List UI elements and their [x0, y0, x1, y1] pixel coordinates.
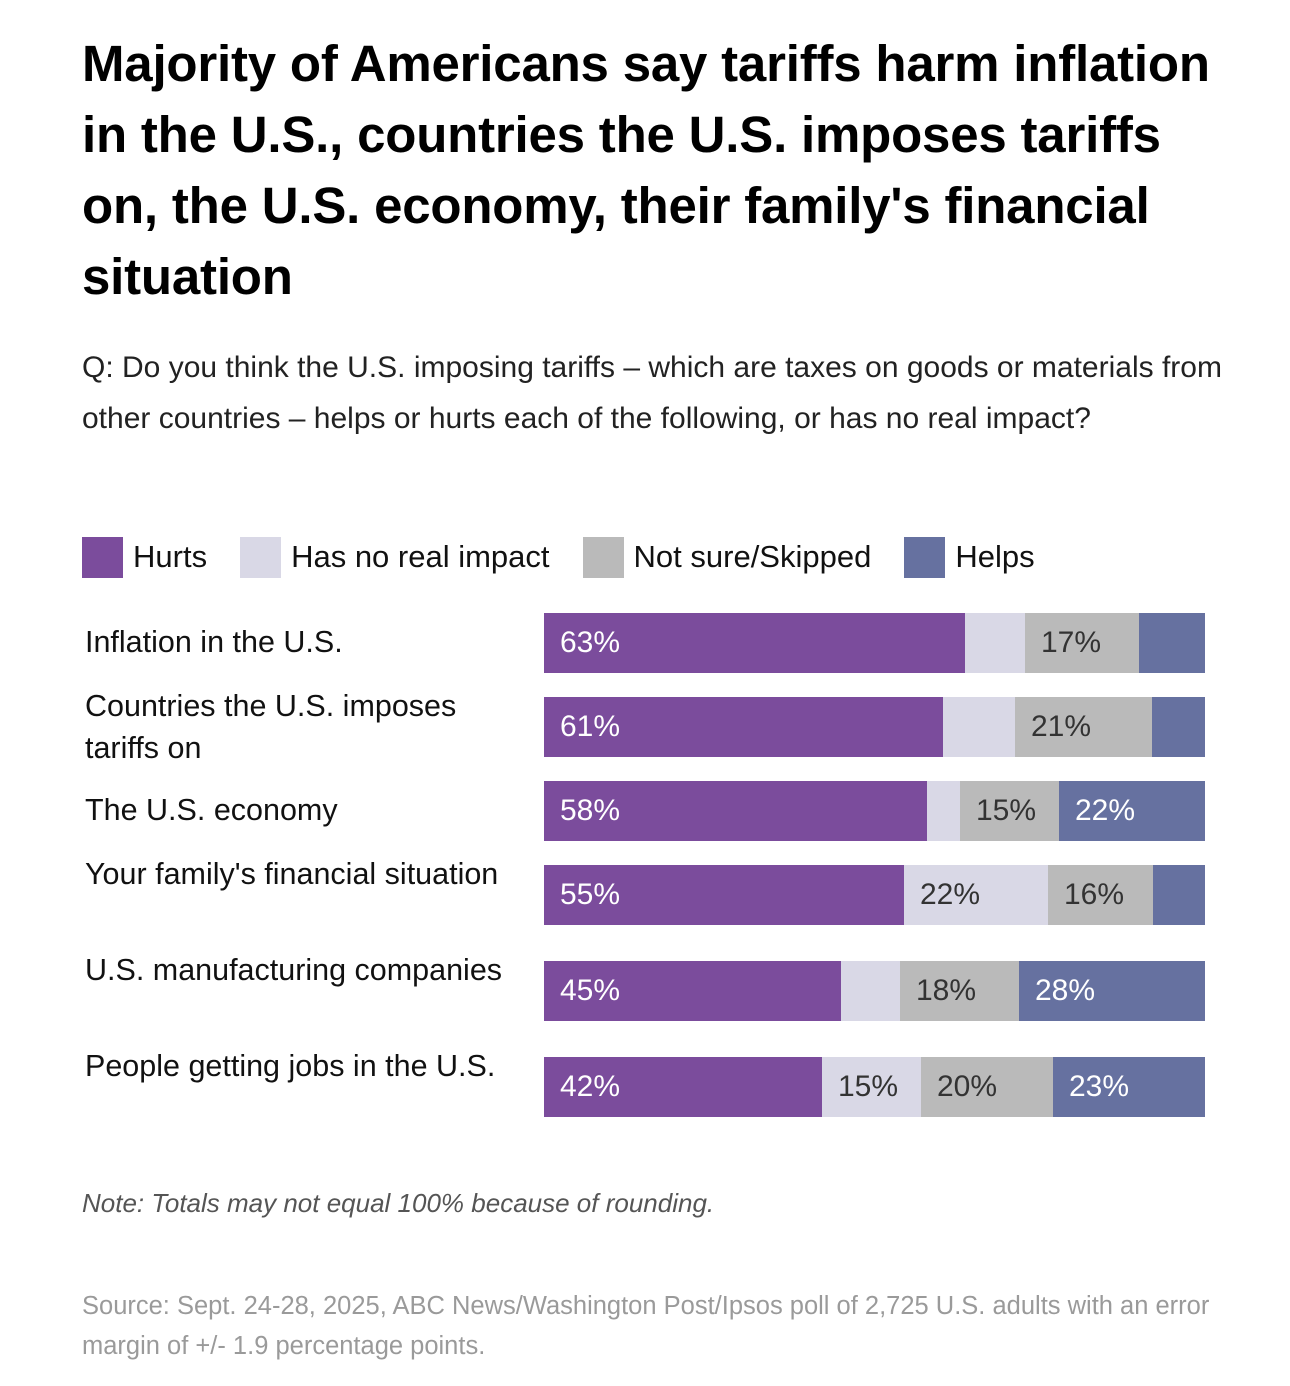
category-label-economy: The U.S. economy — [85, 793, 338, 827]
legend-item-no-impact: Has no real impact — [240, 536, 550, 578]
bar-row: 63% 17% — [544, 613, 1205, 673]
bar-segment-hurts: 45% — [544, 961, 841, 1021]
data-label-not-sure: 18% — [916, 974, 977, 1007]
bar-segment-no-impact: 15% — [822, 1057, 921, 1117]
chart-title: Majority of Americans say tariffs harm i… — [82, 35, 1210, 305]
data-label-helps: 28% — [1035, 974, 1096, 1007]
data-label-not-sure: 17% — [1041, 626, 1102, 659]
bar-segment-helps — [1152, 697, 1205, 757]
legend-label-hurts: Hurts — [133, 539, 208, 574]
category-label-family-finances: Your family's financial situation — [85, 857, 499, 891]
bar-segment-hurts: 42% — [544, 1057, 822, 1117]
data-label-hurts: 55% — [560, 878, 621, 911]
bar-segment-not-sure: 17% — [1025, 613, 1139, 673]
category-label-inflation: Inflation in the U.S. — [85, 625, 343, 659]
bar-segment-hurts: 55% — [544, 865, 904, 925]
bar-segment-hurts: 58% — [544, 781, 927, 841]
chart-note: Note: Totals may not equal 100% because … — [82, 1188, 715, 1218]
bar-segment-not-sure: 20% — [921, 1057, 1053, 1117]
data-label-hurts: 63% — [560, 626, 621, 659]
legend: Hurts Has no real impact Not sure/Skippe… — [82, 535, 1068, 579]
bar-row: 58% 15% 22% — [544, 781, 1205, 841]
bar-segment-not-sure: 21% — [1015, 697, 1152, 757]
chart-source: Source: Sept. 24-28, 2025, ABC News/Wash… — [82, 1292, 1210, 1360]
bar-row: 55% 22% 16% — [544, 865, 1205, 925]
bar-segment-no-impact — [841, 961, 900, 1021]
data-label-hurts: 61% — [560, 710, 621, 743]
data-label-hurts: 45% — [560, 974, 621, 1007]
legend-label-not-sure: Not sure/Skipped — [633, 539, 872, 574]
data-label-not-sure: 15% — [976, 794, 1037, 827]
bar-segment-no-impact: 22% — [904, 865, 1048, 925]
data-label-no-impact: 22% — [920, 878, 981, 911]
legend-item-hurts: Hurts — [82, 536, 208, 578]
bar-segment-no-impact — [943, 697, 1015, 757]
bar-segment-hurts: 61% — [544, 697, 943, 757]
chart-subtitle: Q: Do you think the U.S. imposing tariff… — [82, 351, 1222, 435]
legend-item-helps: Helps — [904, 536, 1035, 578]
category-label-countries: Countries the U.S. imposes tariffs on — [85, 689, 457, 765]
category-label-manufacturing: U.S. manufacturing companies — [85, 953, 503, 987]
bar-segment-helps: 23% — [1053, 1057, 1205, 1117]
bar-segment-hurts: 63% — [544, 613, 965, 673]
legend-swatch-no-impact — [240, 536, 282, 578]
data-label-hurts: 42% — [560, 1070, 621, 1103]
bar-segment-helps — [1153, 865, 1205, 925]
data-label-helps: 22% — [1075, 794, 1136, 827]
legend-swatch-hurts — [82, 536, 123, 578]
data-label-helps: 23% — [1069, 1070, 1130, 1103]
bar-segment-not-sure: 16% — [1048, 865, 1153, 925]
data-label-not-sure: 20% — [937, 1070, 998, 1103]
data-label-no-impact: 15% — [838, 1070, 899, 1103]
bar-segment-not-sure: 15% — [960, 781, 1059, 841]
bar-segment-helps — [1139, 613, 1205, 673]
legend-label-no-impact: Has no real impact — [291, 539, 550, 574]
bar-row: 42% 15% 20% 23% — [544, 1057, 1205, 1117]
data-label-hurts: 58% — [560, 794, 621, 827]
bar-row: 61% 21% — [544, 697, 1205, 757]
legend-label-helps: Helps — [955, 539, 1035, 574]
category-label-jobs: People getting jobs in the U.S. — [85, 1049, 496, 1083]
data-label-not-sure: 16% — [1064, 878, 1125, 911]
legend-item-not-sure: Not sure/Skipped — [582, 536, 872, 578]
legend-swatch-helps — [904, 536, 946, 578]
bar-segment-no-impact — [965, 613, 1025, 673]
data-label-not-sure: 21% — [1031, 710, 1092, 743]
bar-segment-no-impact — [927, 781, 960, 841]
bar-segment-helps: 28% — [1019, 961, 1205, 1021]
bar-segment-helps: 22% — [1059, 781, 1205, 841]
bar-row: 45% 18% 28% — [544, 961, 1205, 1021]
bar-segment-not-sure: 18% — [900, 961, 1019, 1021]
legend-swatch-not-sure — [582, 536, 624, 578]
